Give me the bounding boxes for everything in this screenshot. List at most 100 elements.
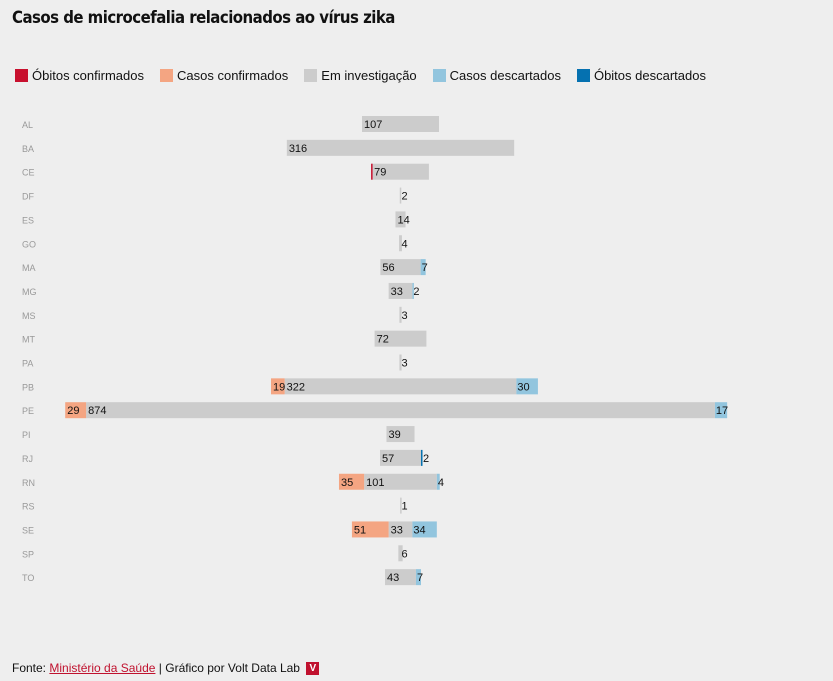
bar-obitos-descartados (421, 449, 423, 466)
data-label-casos-descartados: 7 (417, 572, 423, 584)
data-label-em-investigacao: 72 (377, 334, 389, 346)
bar-em-investigacao (399, 354, 402, 371)
bar-casos-descartados (415, 569, 422, 586)
legend-swatch (576, 69, 590, 82)
data-label-em-investigacao: 79 (374, 167, 386, 179)
category-label: BA (22, 144, 34, 154)
legend-swatch (15, 69, 28, 82)
data-label-em-investigacao: 3 (402, 310, 408, 322)
legend-label: Casos confirmados (177, 68, 289, 83)
data-label-em-investigacao: 107 (364, 119, 382, 131)
legend-swatch (304, 69, 318, 82)
bar-em-investigacao (399, 306, 402, 323)
bar-em-investigacao (385, 569, 416, 586)
bar-casos-descartados (436, 473, 440, 490)
bar-casos-confirmados (65, 402, 87, 419)
data-label-casos-confirmados: 35 (341, 477, 353, 489)
data-label-em-investigacao: 4 (402, 238, 408, 250)
category-label: RS (22, 502, 35, 512)
data-label-em-investigacao: 6 (402, 548, 408, 560)
bar-casos-confirmados (351, 521, 389, 538)
bar-em-investigacao (374, 330, 427, 347)
category-label: PA (22, 359, 33, 369)
data-label-em-investigacao: 322 (287, 381, 305, 393)
category-label: ES (22, 215, 34, 225)
data-label-em-investigacao: 316 (289, 143, 307, 155)
category-label: CE (22, 168, 35, 178)
legend-item-casos-confirmados[interactable]: Casos confirmados (160, 68, 288, 83)
category-label: TO (22, 573, 34, 583)
bar-em-investigacao (86, 402, 715, 419)
data-label-em-investigacao: 57 (382, 453, 394, 465)
data-label-casos-confirmados: 29 (67, 405, 79, 417)
category-label: AL (22, 120, 33, 130)
data-label-em-investigacao: 2 (402, 191, 408, 203)
legend-label: Em investigação (321, 68, 417, 83)
category-label: RN (22, 478, 35, 488)
bar-em-investigacao (364, 473, 437, 490)
footer-credit: | Gráfico por Volt Data Lab (158, 661, 300, 675)
legend-label: Óbitos confirmados (32, 68, 144, 83)
bar-casos-descartados (714, 402, 728, 419)
category-label: MA (22, 263, 36, 273)
data-label-obitos-descartados: 2 (423, 453, 429, 465)
bar-em-investigacao (372, 163, 429, 180)
data-label-casos-descartados: 17 (716, 405, 728, 417)
bar-em-investigacao (399, 235, 402, 252)
footer: Fonte: Ministério da Saúde | Gráfico por… (12, 661, 320, 676)
bar-em-investigacao (399, 187, 402, 204)
footer-prefix: Fonte: (12, 661, 47, 675)
data-label-em-investigacao: 14 (397, 214, 409, 226)
category-label: MT (22, 335, 35, 345)
bar-em-investigacao (388, 282, 413, 299)
data-label-casos-descartados: 4 (438, 477, 444, 489)
data-label-em-investigacao: 39 (388, 429, 400, 441)
category-label: MS (22, 311, 36, 321)
bar-em-investigacao (398, 545, 403, 562)
bar-casos-descartados (412, 521, 437, 538)
data-label-em-investigacao: 1 (402, 501, 408, 513)
bar-em-investigacao (386, 426, 415, 443)
category-label: SP (22, 549, 34, 559)
data-label-casos-confirmados: 19 (273, 381, 285, 393)
legend-item-em-investigacao[interactable]: Em investigação (304, 68, 417, 83)
data-label-casos-descartados: 34 (413, 524, 425, 536)
bar-em-investigacao (388, 521, 413, 538)
bar-casos-descartados (516, 378, 538, 395)
data-label-em-investigacao: 43 (387, 572, 399, 584)
bar-em-investigacao (380, 259, 421, 276)
bar-obitos-confirmados (371, 163, 373, 180)
bar-em-investigacao (400, 497, 402, 514)
bar-casos-descartados (412, 282, 414, 299)
category-label: PE (22, 406, 34, 416)
category-label: SE (22, 525, 34, 535)
bar-em-investigacao (379, 449, 422, 466)
category-label: DF (22, 192, 34, 202)
volt-logo-icon[interactable]: V (306, 662, 320, 676)
category-label: RJ (22, 454, 33, 464)
data-label-em-investigacao: 101 (366, 477, 384, 489)
category-label: PI (22, 430, 31, 440)
bar-casos-confirmados (338, 473, 365, 490)
legend-item-casos-descartados[interactable]: Casos descartados (432, 68, 561, 83)
bar-em-investigacao (286, 139, 515, 156)
category-label: MG (22, 287, 37, 297)
legend-item-obitos-confirmados[interactable]: Óbitos confirmados (15, 68, 144, 83)
bar-casos-confirmados (270, 378, 285, 395)
legend-label: Óbitos descartados (593, 68, 706, 83)
bar-em-investigacao (284, 378, 517, 395)
data-label-em-investigacao: 56 (382, 262, 394, 274)
data-label-em-investigacao: 3 (402, 358, 408, 370)
source-link[interactable]: Ministério da Saúde (49, 661, 156, 675)
category-label: PB (22, 382, 34, 392)
data-label-em-investigacao: 874 (88, 405, 106, 417)
data-label-em-investigacao: 33 (391, 524, 403, 536)
data-label-em-investigacao: 33 (391, 286, 403, 298)
chart-legend: Óbitos confirmados Casos confirmados Em … (15, 68, 722, 83)
legend-item-obitos-descartados[interactable]: Óbitos descartados (576, 68, 706, 83)
bar-casos-descartados (420, 259, 426, 276)
data-label-casos-descartados: 30 (517, 381, 529, 393)
category-label: GO (22, 239, 36, 249)
legend-label: Casos descartados (449, 68, 561, 83)
